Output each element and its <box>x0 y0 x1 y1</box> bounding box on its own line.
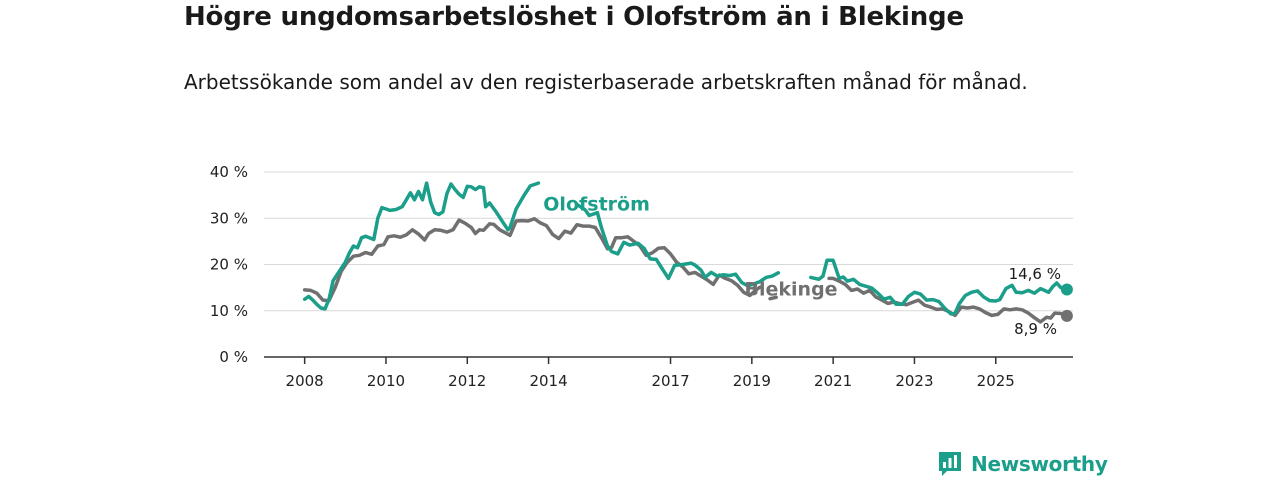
x-tick-label: 2014 <box>529 372 567 390</box>
x-tick-label: 2010 <box>367 372 405 390</box>
x-tick-label: 2021 <box>814 372 852 390</box>
series-line-olofstrom <box>302 181 1069 316</box>
end-point-olofstrom <box>1060 283 1073 296</box>
series-labels: Olofström Blekinge 14,6 % 8,9 % <box>543 193 1061 338</box>
series-line-blekinge <box>302 216 1069 324</box>
x-tick-label: 2017 <box>651 372 689 390</box>
end-value-olofstrom: 14,6 % <box>1009 265 1061 283</box>
end-value-blekinge: 8,9 % <box>1014 320 1057 338</box>
series-label-olofstrom: Olofström <box>543 193 650 215</box>
series-label-blekinge: Blekinge <box>745 278 838 300</box>
newsworthy-logo[interactable]: Newsworthy <box>937 449 1108 479</box>
x-tick-label: 2008 <box>286 372 324 390</box>
x-axis-ticks: 2008 2010 2012 2014 2017 2019 2021 2023 2025 <box>286 357 1015 390</box>
y-axis-ticks: 0 % 10 % 20 % 30 % 40 % <box>210 163 248 366</box>
brand-name: Newsworthy <box>971 452 1108 476</box>
y-tick-label: 40 % <box>210 163 248 181</box>
x-tick-label: 2023 <box>895 372 933 390</box>
x-tick-label: 2019 <box>733 372 771 390</box>
y-tick-label: 20 % <box>210 256 248 274</box>
y-tick-label: 30 % <box>210 209 248 227</box>
end-point-blekinge <box>1060 309 1073 322</box>
y-tick-label: 0 % <box>219 348 248 366</box>
y-tick-label: 10 % <box>210 302 248 320</box>
x-tick-label: 2025 <box>977 372 1015 390</box>
series-lines <box>302 181 1073 324</box>
bar-chart-icon <box>939 452 961 476</box>
x-tick-label: 2012 <box>448 372 486 390</box>
chart-subtitle: Arbetssökande som andel av den registerb… <box>184 70 1028 94</box>
chart-title: Högre ungdomsarbetslöshet i Olofström än… <box>184 2 964 32</box>
